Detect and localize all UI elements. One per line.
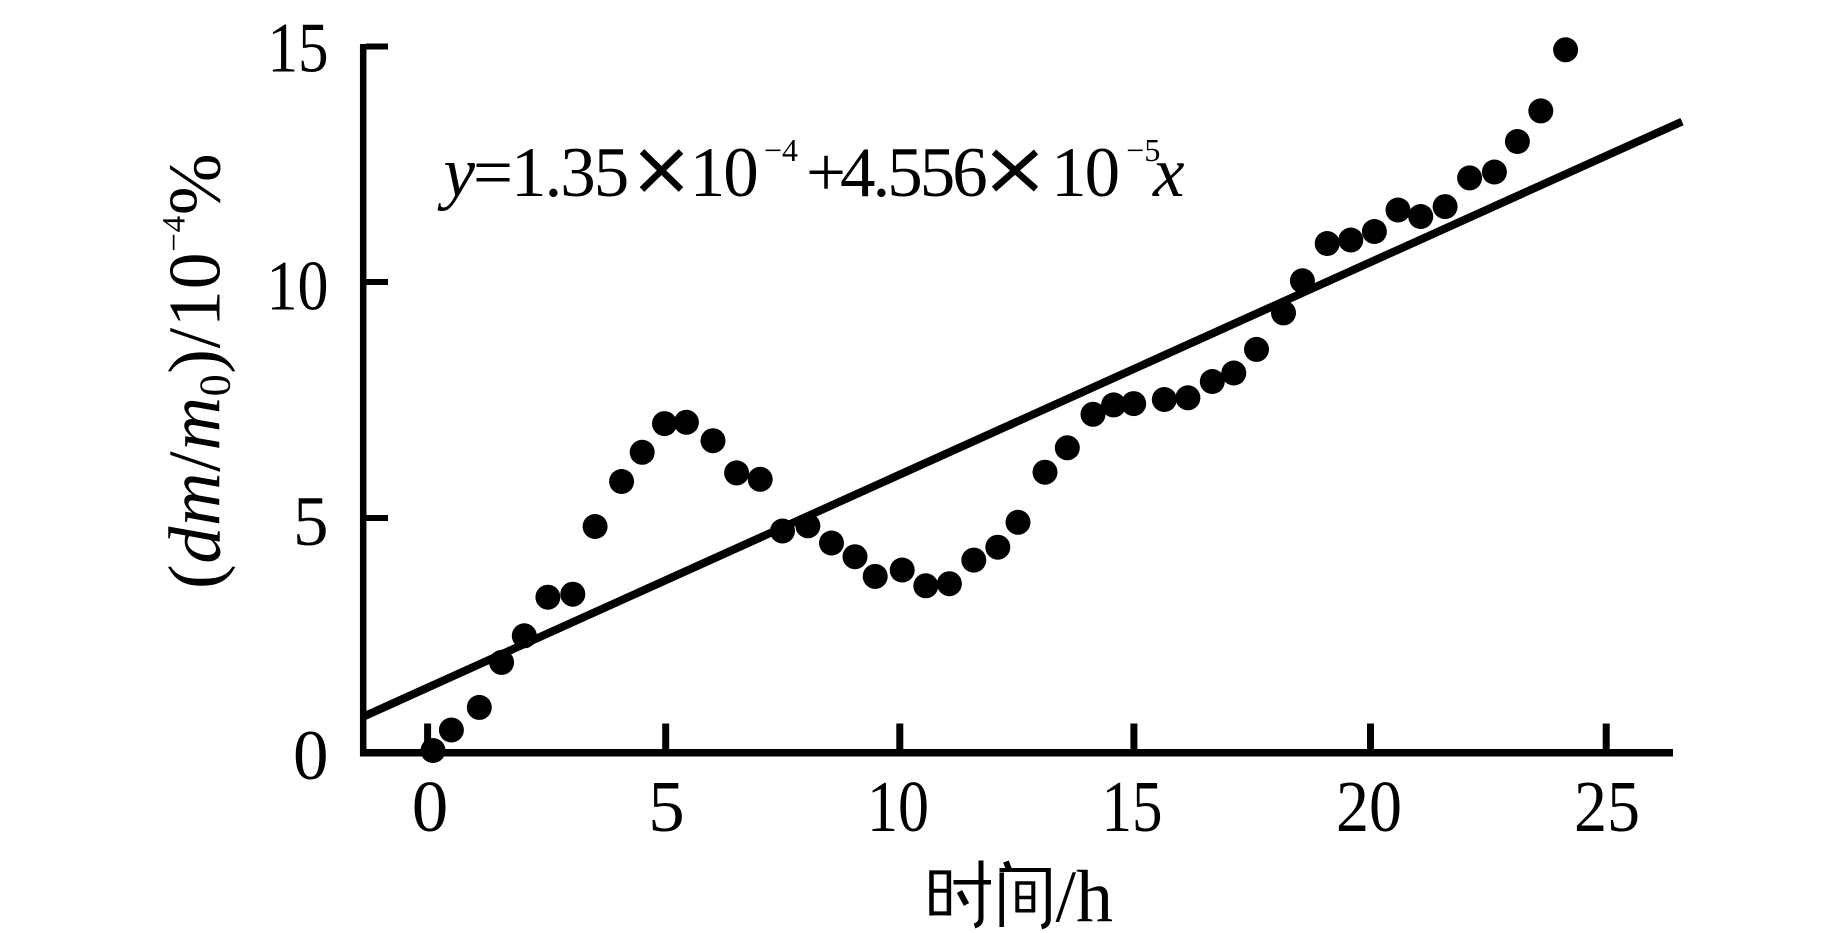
svg-text:10: 10: [690, 134, 757, 212]
svg-text:y=1.35: y=1.35: [438, 134, 628, 212]
svg-text:25: 25: [1574, 766, 1640, 847]
svg-text:−4: −4: [764, 132, 798, 168]
svg-text:15: 15: [1102, 766, 1163, 847]
svg-text:+: +: [806, 134, 844, 212]
svg-text:10: 10: [267, 248, 329, 326]
svg-text:5: 5: [293, 483, 329, 561]
svg-text:4.556: 4.556: [840, 134, 986, 212]
svg-text:10: 10: [1051, 134, 1118, 212]
svg-text:(dm/m0)/10−4%: (dm/m0)/10−4%: [155, 153, 240, 589]
svg-text:20: 20: [1336, 766, 1402, 847]
svg-text:10: 10: [867, 766, 929, 847]
svg-text:0: 0: [412, 766, 449, 847]
svg-text:−5: −5: [1126, 132, 1160, 168]
svg-text:0: 0: [293, 717, 329, 795]
svg-text:/h: /h: [1056, 857, 1114, 933]
svg-text:5: 5: [648, 766, 685, 847]
svg-text:x: x: [1152, 134, 1184, 212]
svg-text:15: 15: [268, 10, 329, 88]
